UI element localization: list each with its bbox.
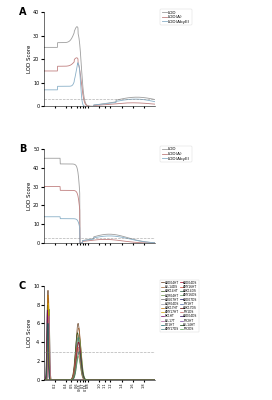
Y-axis label: LOD Score: LOD Score: [27, 319, 32, 347]
Y-axis label: LOD Score: LOD Score: [27, 45, 32, 73]
Legend: LOD, LOD(A), LOD(AbyE): LOD, LOD(A), LOD(AbyE): [160, 146, 191, 162]
Text: C: C: [19, 281, 26, 291]
Text: A: A: [19, 7, 26, 17]
Y-axis label: LOD Score: LOD Score: [27, 182, 32, 210]
Legend: LOD, LOD(A), LOD(AbyE): LOD, LOD(A), LOD(AbyE): [160, 9, 191, 25]
Text: B: B: [19, 144, 26, 154]
Legend: ABD04HT, AYL14DS, ABK14HT, AQR04HT, ABG07HT, AQR04DS, ABK17HT, AMY17HT, BK1HT, A: ABD04HT, AYL14DS, ABK14HT, AQR04HT, ABG0…: [160, 280, 199, 332]
